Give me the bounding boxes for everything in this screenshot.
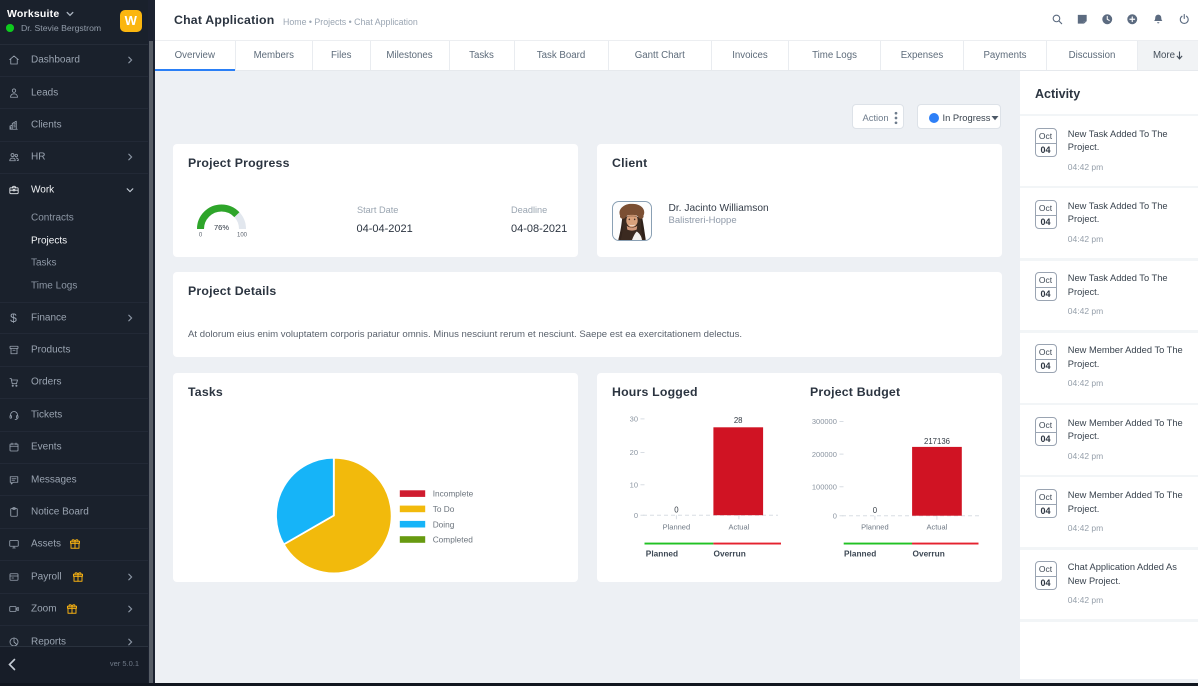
svg-text:Actual: Actual: [728, 522, 749, 531]
svg-text:To Do: To Do: [433, 504, 455, 514]
svg-text:0: 0: [674, 505, 679, 514]
svg-text:0: 0: [634, 510, 638, 519]
svg-text:100: 100: [237, 233, 248, 239]
svg-text:Planned: Planned: [663, 522, 691, 531]
svg-text:100000: 100000: [812, 482, 837, 491]
svg-text:Overrun: Overrun: [714, 548, 746, 558]
svg-text:Planned: Planned: [646, 548, 678, 558]
svg-text:300000: 300000: [812, 417, 837, 426]
svg-text:Planned: Planned: [844, 548, 876, 558]
svg-text:76%: 76%: [214, 223, 229, 232]
svg-text:20: 20: [630, 448, 638, 457]
svg-text:Overrun: Overrun: [913, 548, 945, 558]
svg-text:30: 30: [630, 414, 638, 423]
svg-text:200000: 200000: [812, 449, 837, 458]
svg-text:10: 10: [630, 480, 638, 489]
svg-text:Actual: Actual: [926, 522, 947, 531]
svg-text:0: 0: [199, 233, 203, 239]
svg-text:Planned: Planned: [861, 522, 889, 531]
svg-text:0: 0: [873, 505, 878, 514]
svg-text:Doing: Doing: [433, 519, 455, 529]
svg-text:28: 28: [734, 416, 743, 425]
svg-text:Incomplete: Incomplete: [433, 488, 474, 498]
svg-text:0: 0: [833, 511, 837, 520]
svg-text:217136: 217136: [924, 436, 950, 445]
svg-text:Completed: Completed: [433, 534, 474, 544]
